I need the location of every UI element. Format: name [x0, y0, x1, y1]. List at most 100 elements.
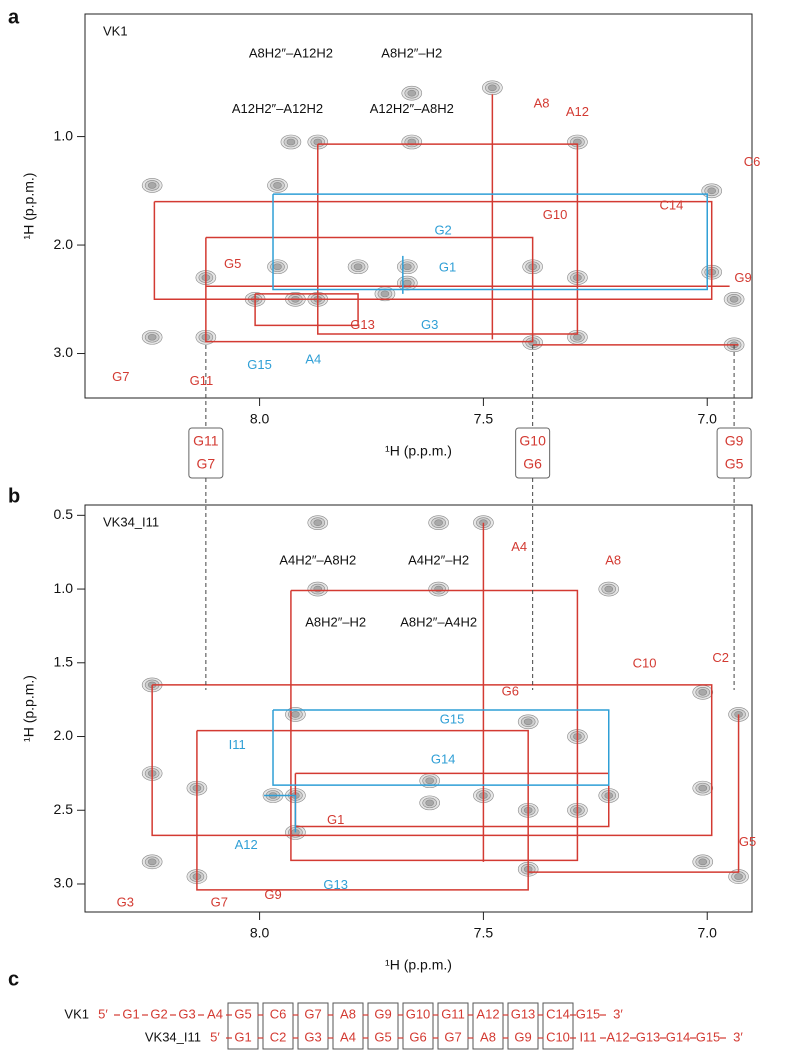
sample-name: VK1: [103, 23, 128, 38]
contour-ring: [273, 263, 282, 271]
residue: G15: [576, 1006, 601, 1021]
peak: [141, 178, 163, 193]
contour-ring: [523, 718, 533, 726]
connectivity-line: [272, 193, 708, 291]
peak: [280, 134, 302, 150]
residue: A4: [207, 1006, 223, 1021]
contour-ring: [573, 333, 582, 341]
contour-ring: [698, 784, 708, 792]
residue-box: [297, 1002, 329, 1050]
residue: G5: [234, 1006, 251, 1021]
residue: C2: [270, 1029, 287, 1044]
residue: G13: [636, 1029, 661, 1044]
peak-label: G7: [211, 895, 228, 910]
connectivity-line: [151, 684, 713, 837]
residue: C6: [270, 1006, 287, 1021]
residue: G1: [234, 1029, 251, 1044]
connectivity-line: [254, 293, 359, 327]
peak: [419, 773, 440, 789]
peak-label: A8: [534, 95, 550, 110]
x-tick-label: 7.5: [474, 411, 494, 427]
x-axis-label: ¹H (p.p.m.): [385, 443, 452, 459]
y-tick-label: 3.0: [54, 875, 74, 891]
contour-ring: [403, 279, 412, 287]
peak-label: A8H2″–A4H2: [400, 614, 477, 629]
peak: [428, 515, 449, 530]
x-axis-label: ¹H (p.p.m.): [385, 957, 452, 973]
peak: [401, 134, 423, 150]
residue: C14: [546, 1006, 570, 1021]
peak: [267, 259, 288, 275]
residue: 5′: [98, 1006, 108, 1021]
contour-ring: [286, 138, 296, 146]
peak: [482, 80, 503, 96]
row-name: VK34_I11: [145, 1029, 201, 1044]
residue: G7: [444, 1029, 461, 1044]
peak: [397, 275, 418, 291]
peak: [728, 869, 749, 884]
peak: [567, 329, 588, 345]
contour-ring: [707, 187, 717, 195]
residue: G9: [374, 1006, 391, 1021]
residue: A12: [476, 1006, 499, 1021]
link-bottom: G5: [725, 456, 744, 472]
peak-label: G13: [350, 317, 375, 332]
peak-label: A12H2″–A12H2: [232, 101, 323, 116]
contour-ring: [698, 858, 708, 866]
peak-label: G2: [434, 222, 451, 237]
residue: A8: [340, 1006, 356, 1021]
peak-label: G15: [247, 357, 272, 372]
residue: 5′: [210, 1029, 220, 1044]
peak: [692, 854, 714, 870]
y-axis-label: ¹H (p.p.m.): [21, 173, 37, 240]
peak: [141, 329, 163, 345]
connectivity-line: [264, 794, 297, 833]
link-bottom: G7: [197, 456, 216, 472]
residue: I11: [579, 1029, 596, 1044]
connectivity-line: [290, 589, 579, 862]
contour-ring: [313, 519, 323, 526]
peak-label: C2: [712, 650, 729, 665]
connectivity-line: [528, 714, 740, 873]
y-tick-label: 1.0: [54, 580, 74, 596]
residue: G10: [406, 1006, 431, 1021]
peak-label: A12: [566, 104, 589, 119]
peak-label: A8H2″–H2: [381, 46, 442, 61]
panel-letter: a: [8, 6, 20, 28]
contour-ring: [147, 333, 157, 341]
peak-label: G5: [224, 256, 241, 271]
contour-ring: [380, 290, 390, 298]
contour-ring: [734, 873, 743, 880]
peak: [701, 183, 723, 199]
contour-ring: [291, 711, 300, 718]
residue: G3: [304, 1029, 321, 1044]
peak: [598, 581, 620, 597]
residue: G14: [666, 1029, 691, 1044]
residue-box: [227, 1002, 259, 1050]
residue: G13: [511, 1006, 536, 1021]
peak: [723, 291, 745, 307]
peak-label: G3: [117, 895, 134, 910]
peak-label: G9: [264, 887, 281, 902]
peak: [428, 581, 449, 597]
peak-label: C6: [744, 154, 761, 169]
contour-ring: [425, 777, 434, 785]
residue: G5: [374, 1029, 391, 1044]
peak-label: A12: [235, 837, 258, 852]
peak-label: A4H2″–H2: [408, 552, 469, 567]
connectivity-line: [205, 236, 534, 343]
y-axis-label: ¹H (p.p.m.): [21, 675, 37, 742]
y-tick-label: 3.0: [54, 344, 74, 360]
plot-frame: [84, 13, 753, 399]
contour-ring: [604, 585, 614, 593]
contour-ring: [403, 263, 412, 271]
peak-label: A8H2″–H2: [305, 614, 366, 629]
contour-ring: [353, 263, 363, 271]
peak: [419, 795, 440, 811]
peak-label: A4: [511, 539, 527, 554]
peak-label: A8H2″–A12H2: [249, 46, 333, 61]
x-tick-label: 7.0: [698, 925, 718, 941]
x-tick-label: 7.0: [698, 411, 718, 427]
peak-label: C14: [659, 197, 683, 212]
